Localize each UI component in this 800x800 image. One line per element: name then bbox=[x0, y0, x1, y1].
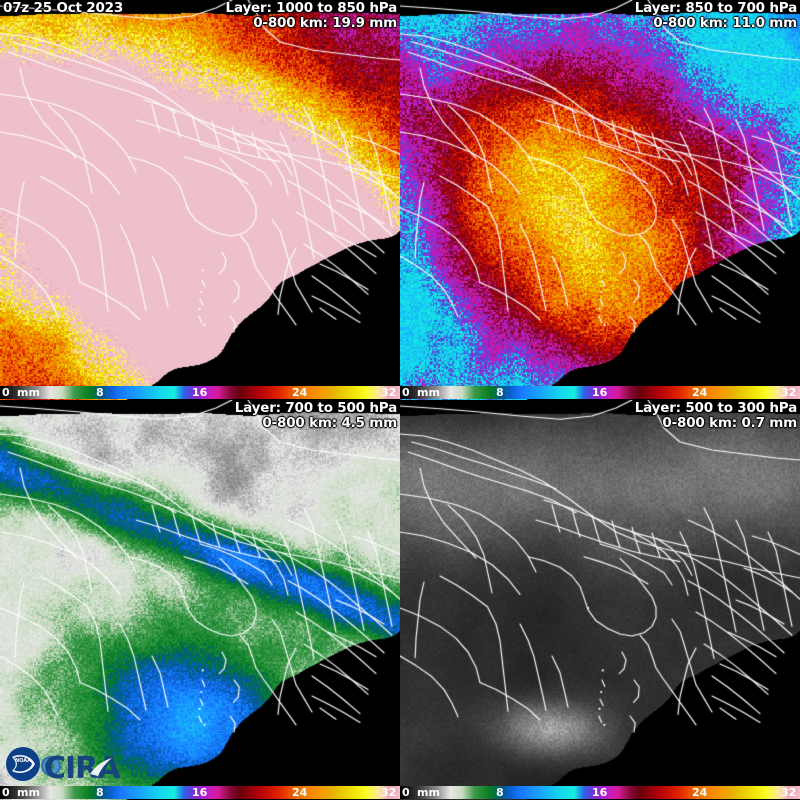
svg-text:CIRA: CIRA bbox=[44, 751, 121, 784]
colorbar-gradient bbox=[400, 386, 800, 399]
layer-label: Layer: 1000 to 850 hPa bbox=[225, 0, 398, 16]
map-render-1000-850[interactable] bbox=[0, 0, 400, 400]
cira-wordmark: CIRA bbox=[41, 751, 122, 784]
colorbar-4[interactable]: 0 mm 8 16 24 32 bbox=[400, 786, 800, 800]
colorbar-gradient bbox=[400, 786, 800, 799]
map-render-700-500[interactable] bbox=[0, 400, 400, 800]
value-label: 0-800 km: 11.0 mm bbox=[653, 15, 797, 31]
map-render-500-300[interactable] bbox=[400, 400, 800, 800]
colorbar-1[interactable]: 0 mm 8 16 24 32 bbox=[0, 386, 400, 400]
panel-corner-label-1: 07z 25 Oct 2023 bbox=[3, 1, 123, 16]
colorbar-gradient bbox=[0, 386, 400, 399]
timestamp-label: 07z 25 Oct 2023 bbox=[3, 0, 124, 16]
panel-header-700-500: Layer: 700 to 500 hPa 0-800 km: 4.5 mm bbox=[235, 401, 397, 431]
panel-header-1000-850: Layer: 1000 to 850 hPa 0-800 km: 19.9 mm bbox=[225, 0, 398, 31]
value-label: 0-800 km: 4.5 mm bbox=[262, 415, 397, 431]
cira-logo: NOAA CIRA bbox=[6, 747, 122, 784]
layer-label: Layer: 500 to 300 hPa bbox=[634, 400, 797, 416]
value-label: 0-800 km: 19.9 mm bbox=[253, 15, 397, 31]
colorbar-gradient bbox=[0, 786, 400, 799]
map-panel-700-500[interactable]: Layer: 700 to 500 hPa 0-800 km: 4.5 mm N… bbox=[0, 400, 400, 800]
noaa-seal-icon: NOAA bbox=[6, 747, 40, 781]
map-panel-500-300[interactable]: Layer: 500 to 300 hPa 0-800 km: 0.7 mm 0… bbox=[400, 400, 800, 800]
map-render-850-700[interactable] bbox=[400, 0, 800, 400]
map-panel-1000-850[interactable]: 07z 25 Oct 2023 Layer: 1000 to 850 hPa 0… bbox=[0, 0, 400, 400]
panel-header-850-700: Layer: 850 to 700 hPa 0-800 km: 11.0 mm bbox=[635, 1, 797, 31]
layer-label: Layer: 700 to 500 hPa bbox=[234, 400, 397, 416]
panel-header-500-300: Layer: 500 to 300 hPa 0-800 km: 0.7 mm bbox=[635, 401, 797, 431]
colorbar-2[interactable]: 0 mm 8 16 24 32 bbox=[400, 386, 800, 400]
svg-text:NOAA: NOAA bbox=[15, 758, 31, 764]
colorbar-3[interactable]: 0 mm 8 16 24 32 bbox=[0, 786, 400, 800]
map-panel-850-700[interactable]: Layer: 850 to 700 hPa 0-800 km: 11.0 mm … bbox=[400, 0, 800, 400]
value-label: 0-800 km: 0.7 mm bbox=[662, 415, 797, 431]
layer-label: Layer: 850 to 700 hPa bbox=[634, 0, 797, 16]
